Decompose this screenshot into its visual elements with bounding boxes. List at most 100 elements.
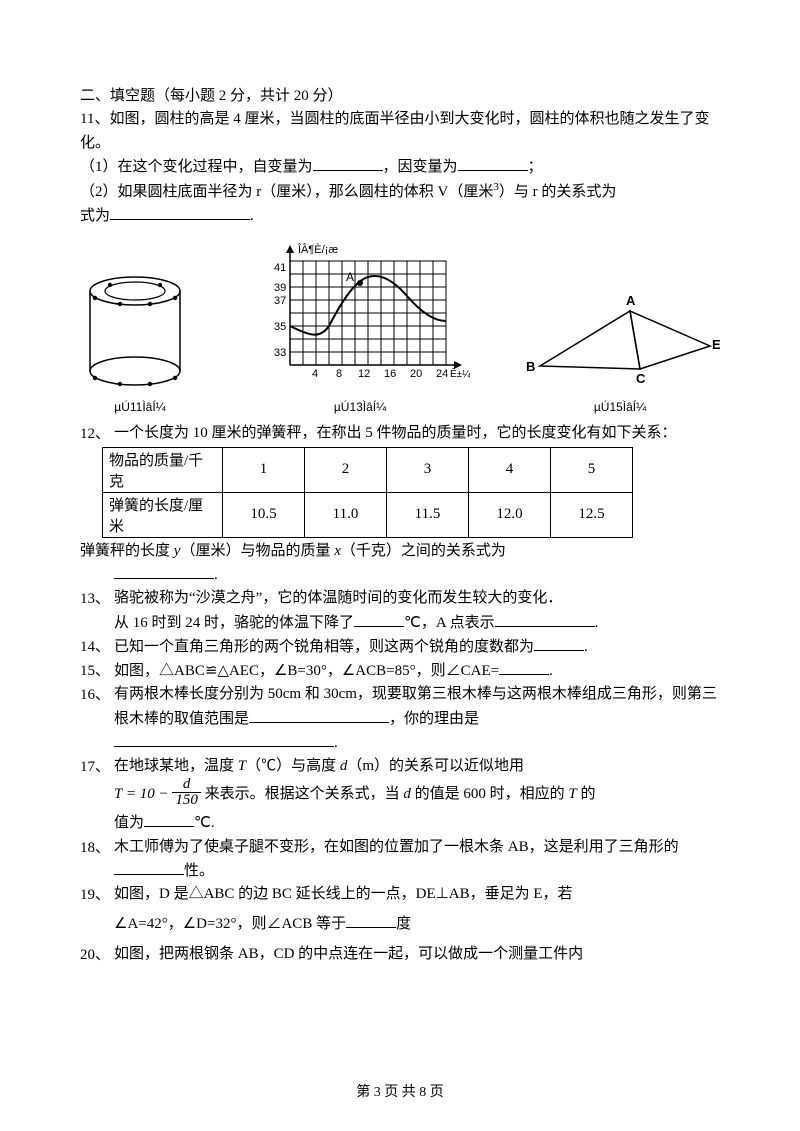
t: 来表示。根据这个关系式，当 bbox=[201, 786, 404, 802]
cell: 12.0 bbox=[469, 492, 551, 537]
row2-head: 弹簧的长度/厘米 bbox=[103, 492, 223, 537]
svg-text:12: 12 bbox=[358, 368, 370, 380]
t: ∠A=42°，∠D=32°，则∠ACB 等于 bbox=[114, 916, 346, 932]
svg-text:A: A bbox=[626, 293, 636, 308]
q13-num: 13、 bbox=[80, 587, 114, 635]
t: 度 bbox=[396, 916, 411, 932]
t: ℃. bbox=[194, 815, 215, 831]
blank bbox=[499, 659, 549, 675]
figure-row: µÚ11ÌâÍ¼ ÎÂ¶È/¡æ bbox=[80, 241, 720, 414]
spring-table: 物品的质量/千克 1 2 3 4 5 弹簧的长度/厘米 10.5 11.0 11… bbox=[102, 447, 633, 538]
svg-text:35: 35 bbox=[274, 321, 286, 333]
svg-text:B: B bbox=[526, 359, 535, 374]
cylinder-svg bbox=[80, 271, 190, 391]
q11-text1: 如图，圆柱的高是 4 厘米，当圆柱的底面半径由小到大变化时，圆柱的体积也随之发生… bbox=[80, 111, 709, 150]
blank bbox=[313, 155, 383, 171]
t: （℃）与高度 bbox=[246, 758, 340, 774]
q16: 16、 有两根木棒长度分别为 50cm 和 30cm，现要取第三根木棒与这两根木… bbox=[80, 683, 720, 755]
q16-text: 有两根木棒长度分别为 50cm 和 30cm，现要取第三根木棒与这两根木棒组成三… bbox=[114, 683, 720, 731]
section-heading: 二、填空题（每小题 2 分，共计 20 分） bbox=[80, 85, 720, 108]
q11-sub2b: 式为. bbox=[80, 204, 720, 228]
blank bbox=[534, 635, 584, 651]
q11-sub2: （2）如果圆柱底面半径为 r（厘米），那么圆柱的体积 V（厘米3）与 r 的关系… bbox=[80, 179, 720, 204]
svg-text:A: A bbox=[346, 270, 354, 284]
page-footer: 第 3 页 共 8 页 bbox=[0, 1081, 800, 1101]
q12-blank: . bbox=[80, 563, 720, 587]
fig-q13: ÎÂ¶È/¡æ 33 35 37 39 41 bbox=[250, 241, 470, 414]
t: 的值是 600 时，相应的 bbox=[411, 786, 569, 802]
t: ，你的理由是 bbox=[389, 711, 479, 727]
q17-l3: 值为 ℃. bbox=[114, 811, 720, 835]
q11-sub1-mid: ，因变量为 bbox=[383, 159, 458, 175]
q13-l2: 从 16 时到 24 时，骆驼的体温下降了℃，A 点表示. bbox=[114, 611, 720, 635]
q11-sub2-pre: （2）如果圆柱底面半径为 r（厘米），那么圆柱的体积 V（厘米 bbox=[80, 184, 493, 200]
blank bbox=[114, 859, 184, 875]
q18-num: 18、 bbox=[80, 836, 114, 884]
t: 从 16 时到 24 时，骆驼的体温下降了 bbox=[114, 615, 354, 631]
q12-tail: 弹簧秤的长度 y（厘米）与物品的质量 x（千克）之间的关系式为 bbox=[80, 540, 720, 563]
figcap-11: µÚ11ÌâÍ¼ bbox=[80, 400, 200, 414]
q18: 18、 木工师傅为了使桌子腿不变形，在如图的位置加了一根木条 AB，这是利用了三… bbox=[80, 836, 720, 884]
q19: 19、 如图，D 是△ABC 的边 BC 延长线上的一点，DE⊥AB，垂足为 E… bbox=[80, 883, 720, 937]
svg-text:16: 16 bbox=[384, 368, 396, 380]
fraction: d150 bbox=[172, 777, 201, 810]
blank bbox=[144, 811, 194, 827]
var-T: T bbox=[568, 786, 576, 802]
cell: 10.5 bbox=[223, 492, 305, 537]
t: . bbox=[214, 567, 218, 583]
svg-text:39: 39 bbox=[274, 282, 286, 294]
q15-text: 如图，△ABC≌△AEC，∠B=30°，∠ACB=85°，则∠CAE=. bbox=[114, 659, 720, 683]
q19-l1: 如图，D 是△ABC 的边 BC 延长线上的一点，DE⊥AB，垂足为 E，若 bbox=[114, 883, 720, 906]
q17: 17、 在地球某地，温度 T（℃）与高度 d（m）的关系可以近似地用 T = 1… bbox=[80, 755, 720, 836]
svg-text:41: 41 bbox=[274, 262, 286, 274]
t: ℃，A 点表示 bbox=[404, 615, 495, 631]
q14: 14、 已知一个直角三角形的两个锐角相等，则这两个锐角的度数都为. bbox=[80, 635, 720, 659]
row1-head: 物品的质量/千克 bbox=[103, 447, 223, 492]
eq-part: = 10 − bbox=[122, 786, 172, 802]
t: . bbox=[584, 639, 588, 655]
blank bbox=[354, 611, 404, 627]
t: （厘米）与物品的质量 bbox=[180, 543, 334, 559]
t: 的 bbox=[577, 786, 596, 802]
q20: 20、 如图，把两根钢条 AB，CD 的中点连在一起，可以做成一个测量工件内 bbox=[80, 943, 720, 966]
q11-line1: 11、如图，圆柱的高是 4 厘米，当圆柱的底面半径由小到大变化时，圆柱的体积也随… bbox=[80, 108, 720, 155]
svg-text:8: 8 bbox=[336, 368, 342, 380]
blank bbox=[346, 912, 396, 928]
cell: 1 bbox=[223, 447, 305, 492]
fig-q11: µÚ11ÌâÍ¼ bbox=[80, 271, 200, 414]
t: 木工师傅为了使桌子腿不变形，在如图的位置加了一根木条 AB，这是利用了三角形的 bbox=[114, 839, 679, 855]
t: （m）的关系可以近似地用 bbox=[347, 758, 524, 774]
t: 如图，△ABC≌△AEC，∠B=30°，∠ACB=85°，则∠CAE= bbox=[114, 663, 499, 679]
cell: 11.5 bbox=[387, 492, 469, 537]
blank bbox=[114, 563, 214, 579]
t: （千克）之间的关系式为 bbox=[341, 543, 506, 559]
table-row: 弹簧的长度/厘米 10.5 11.0 11.5 12.0 12.5 bbox=[103, 492, 633, 537]
t: 值为 bbox=[114, 815, 144, 831]
triangle-svg: A B C E bbox=[520, 291, 720, 391]
svg-text:33: 33 bbox=[274, 347, 286, 359]
q12-lead: 一个长度为 10 厘米的弹簧秤，在称出 5 件物品的质量时，它的长度变化有如下关… bbox=[114, 422, 720, 445]
q17-l2: T = 10 − d150 来表示。根据这个关系式，当 d 的值是 600 时，… bbox=[114, 778, 720, 811]
cell: 11.0 bbox=[305, 492, 387, 537]
q15: 15、 如图，△ABC≌△AEC，∠B=30°，∠ACB=85°，则∠CAE=. bbox=[80, 659, 720, 683]
q11-sub2-mid: ）与 r 的关系式为 bbox=[499, 184, 617, 200]
q16-b: . bbox=[114, 731, 720, 755]
q13: 13、 骆驼被称为“沙漠之舟”，它的体温随时间的变化而发生较大的变化． 从 16… bbox=[80, 587, 720, 635]
q17-l1: 在地球某地，温度 T（℃）与高度 d（m）的关系可以近似地用 bbox=[114, 755, 720, 778]
cell: 4 bbox=[469, 447, 551, 492]
blank bbox=[114, 731, 334, 747]
q14-text: 已知一个直角三角形的两个锐角相等，则这两个锐角的度数都为. bbox=[114, 635, 720, 659]
q12-num: 12、 bbox=[80, 422, 114, 445]
t: 弹簧秤的长度 bbox=[80, 543, 174, 559]
svg-text:20: 20 bbox=[410, 368, 422, 380]
q11-sub1-pre: （1）在这个变化过程中，自变量为 bbox=[80, 159, 313, 175]
q17-num: 17、 bbox=[80, 755, 114, 836]
frac-den: 150 bbox=[172, 793, 201, 809]
q11-sub2-post: . bbox=[250, 208, 254, 224]
svg-text:C: C bbox=[636, 371, 646, 386]
t: 性。 bbox=[184, 863, 214, 879]
blank bbox=[458, 155, 528, 171]
var-x: x bbox=[334, 543, 341, 559]
var-T: T bbox=[238, 758, 246, 774]
q19-num: 19、 bbox=[80, 883, 114, 937]
